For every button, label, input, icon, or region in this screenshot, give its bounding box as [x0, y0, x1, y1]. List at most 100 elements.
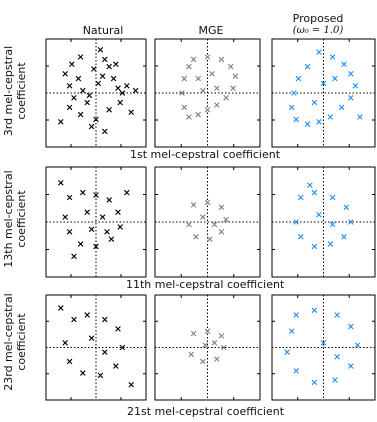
scatter-point: [181, 104, 188, 111]
scatter-point: [311, 243, 318, 250]
scatter-point: [181, 75, 188, 82]
scatter-point: [115, 209, 121, 215]
scatter-point: [113, 61, 119, 67]
scatter-point: [332, 377, 338, 383]
scatter-point: [93, 116, 99, 123]
scatter-point: [128, 109, 134, 115]
scatter-point: [211, 221, 218, 228]
scatter-point: [106, 107, 112, 113]
scatter-point: [195, 111, 201, 118]
scatter-point: [66, 358, 73, 365]
scatter-point: [223, 95, 229, 101]
scatter-point: [66, 229, 73, 235]
scatter-point: [110, 75, 117, 82]
scatter-point: [77, 54, 84, 60]
scatter-point: [291, 90, 297, 96]
xlabel-row-2: 11th mel-cepstral coefficient: [126, 278, 285, 291]
scatter-point: [62, 340, 68, 346]
scatter-point: [66, 194, 73, 201]
scatter-point: [88, 123, 95, 130]
scatter-point: [93, 243, 99, 250]
scatter-point: [293, 367, 299, 374]
scatter-point: [66, 83, 73, 89]
scatter-point: [320, 340, 327, 346]
scatter-point: [84, 209, 90, 215]
scatter-point: [75, 75, 82, 82]
scatter-point: [218, 204, 225, 211]
scatter-point: [102, 128, 108, 135]
scatter-point: [186, 221, 192, 228]
scatter-point: [99, 73, 106, 79]
panel-frame: [45, 166, 147, 278]
scatter-point: [58, 119, 64, 125]
scatter-point: [58, 180, 64, 186]
scatter-point: [207, 236, 213, 242]
scatter-point: [232, 73, 239, 79]
scatter-point: [119, 90, 126, 96]
scatter-point: [214, 102, 220, 108]
scatter-point: [320, 80, 327, 87]
scatter-point: [117, 99, 123, 106]
scatter-point: [91, 66, 97, 72]
scatter-point: [66, 104, 73, 111]
scatter-point: [124, 189, 130, 196]
scatter-point: [218, 229, 225, 235]
scatter-point: [223, 216, 229, 223]
xlabel-row-3: 21st mel-cepstral coefficient: [127, 405, 285, 418]
scatter-point: [307, 182, 313, 189]
scatter-point: [348, 323, 354, 330]
scatter-point: [311, 99, 318, 106]
scatter-point: [214, 356, 220, 362]
scatter-point: [329, 54, 336, 60]
scatter-point: [200, 358, 206, 365]
scatter-point: [354, 342, 361, 348]
panel-frame: [154, 38, 261, 148]
xlabel-row-1: 1st mel-cepstral coefficient: [130, 148, 281, 161]
scatter-point: [179, 90, 185, 96]
scatter-point: [113, 363, 119, 369]
scatter-point: [190, 202, 197, 208]
scatter-point: [220, 344, 227, 351]
column-title-natural: Natural: [82, 24, 124, 37]
scatter-point: [284, 349, 290, 355]
scatter-point: [193, 233, 199, 240]
scatter-point: [297, 194, 304, 201]
scatter-point: [104, 229, 110, 235]
scatter-point: [71, 316, 77, 323]
scatter-point: [97, 47, 104, 53]
scatter-point: [62, 71, 68, 77]
scatter-point: [348, 363, 354, 369]
scatter-point: [93, 192, 99, 198]
scatter-point: [327, 241, 334, 247]
scatter-point: [115, 326, 121, 332]
scatter-point: [332, 75, 338, 82]
scatter-point: [329, 221, 336, 228]
scatter-point: [218, 333, 225, 339]
scatter-point: [311, 189, 318, 196]
scatter-point: [186, 114, 192, 120]
scatter-point: [311, 379, 318, 386]
scatter-point: [95, 80, 101, 87]
scatter-point: [84, 99, 90, 106]
scatter-point: [102, 316, 108, 323]
scatter-point: [316, 49, 322, 55]
scatter-point: [69, 61, 75, 67]
scatter-point: [204, 328, 211, 335]
scatter-point: [329, 194, 336, 201]
scatter-point: [115, 85, 121, 91]
scatter-point: [304, 63, 311, 70]
scatter-point: [230, 85, 236, 91]
scatter-point: [357, 114, 363, 120]
scatter-point: [343, 204, 350, 211]
scatter-point: [293, 312, 299, 318]
scatter-point: [204, 54, 211, 60]
scatter-point: [348, 219, 354, 225]
column-title-proposed: Proposed: [292, 12, 344, 25]
scatter-point: [288, 104, 295, 111]
scatter-point: [186, 63, 192, 70]
scatter-point: [86, 92, 93, 99]
scatter-point: [80, 189, 86, 196]
scatter-point: [117, 224, 123, 230]
scatter-point: [102, 56, 108, 63]
